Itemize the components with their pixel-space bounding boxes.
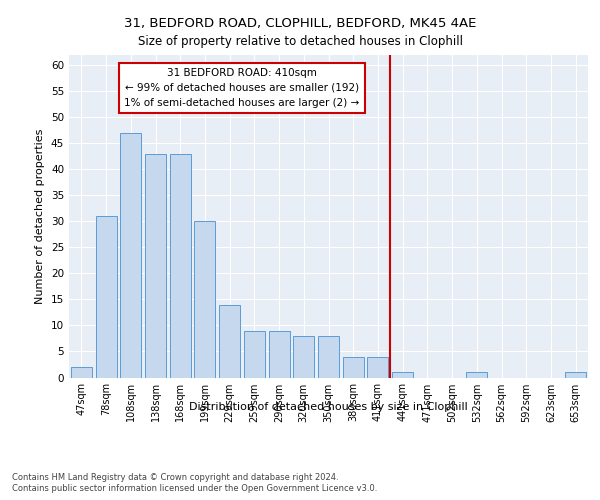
Text: 31 BEDFORD ROAD: 410sqm
← 99% of detached houses are smaller (192)
1% of semi-de: 31 BEDFORD ROAD: 410sqm ← 99% of detache… <box>124 68 359 108</box>
Bar <box>318 336 339 378</box>
Bar <box>95 216 116 378</box>
Text: Contains public sector information licensed under the Open Government Licence v3: Contains public sector information licen… <box>12 484 377 493</box>
Bar <box>466 372 487 378</box>
Bar <box>392 372 413 378</box>
Bar <box>367 356 388 378</box>
Bar <box>565 372 586 378</box>
Text: Distribution of detached houses by size in Clophill: Distribution of detached houses by size … <box>190 402 468 412</box>
Bar <box>343 356 364 378</box>
Bar <box>145 154 166 378</box>
Text: Size of property relative to detached houses in Clophill: Size of property relative to detached ho… <box>137 35 463 48</box>
Bar <box>194 222 215 378</box>
Bar <box>244 330 265 378</box>
Text: Contains HM Land Registry data © Crown copyright and database right 2024.: Contains HM Land Registry data © Crown c… <box>12 472 338 482</box>
Bar <box>120 133 141 378</box>
Bar <box>269 330 290 378</box>
Bar <box>293 336 314 378</box>
Bar <box>170 154 191 378</box>
Bar <box>71 367 92 378</box>
Y-axis label: Number of detached properties: Number of detached properties <box>35 128 46 304</box>
Text: 31, BEDFORD ROAD, CLOPHILL, BEDFORD, MK45 4AE: 31, BEDFORD ROAD, CLOPHILL, BEDFORD, MK4… <box>124 18 476 30</box>
Bar <box>219 304 240 378</box>
